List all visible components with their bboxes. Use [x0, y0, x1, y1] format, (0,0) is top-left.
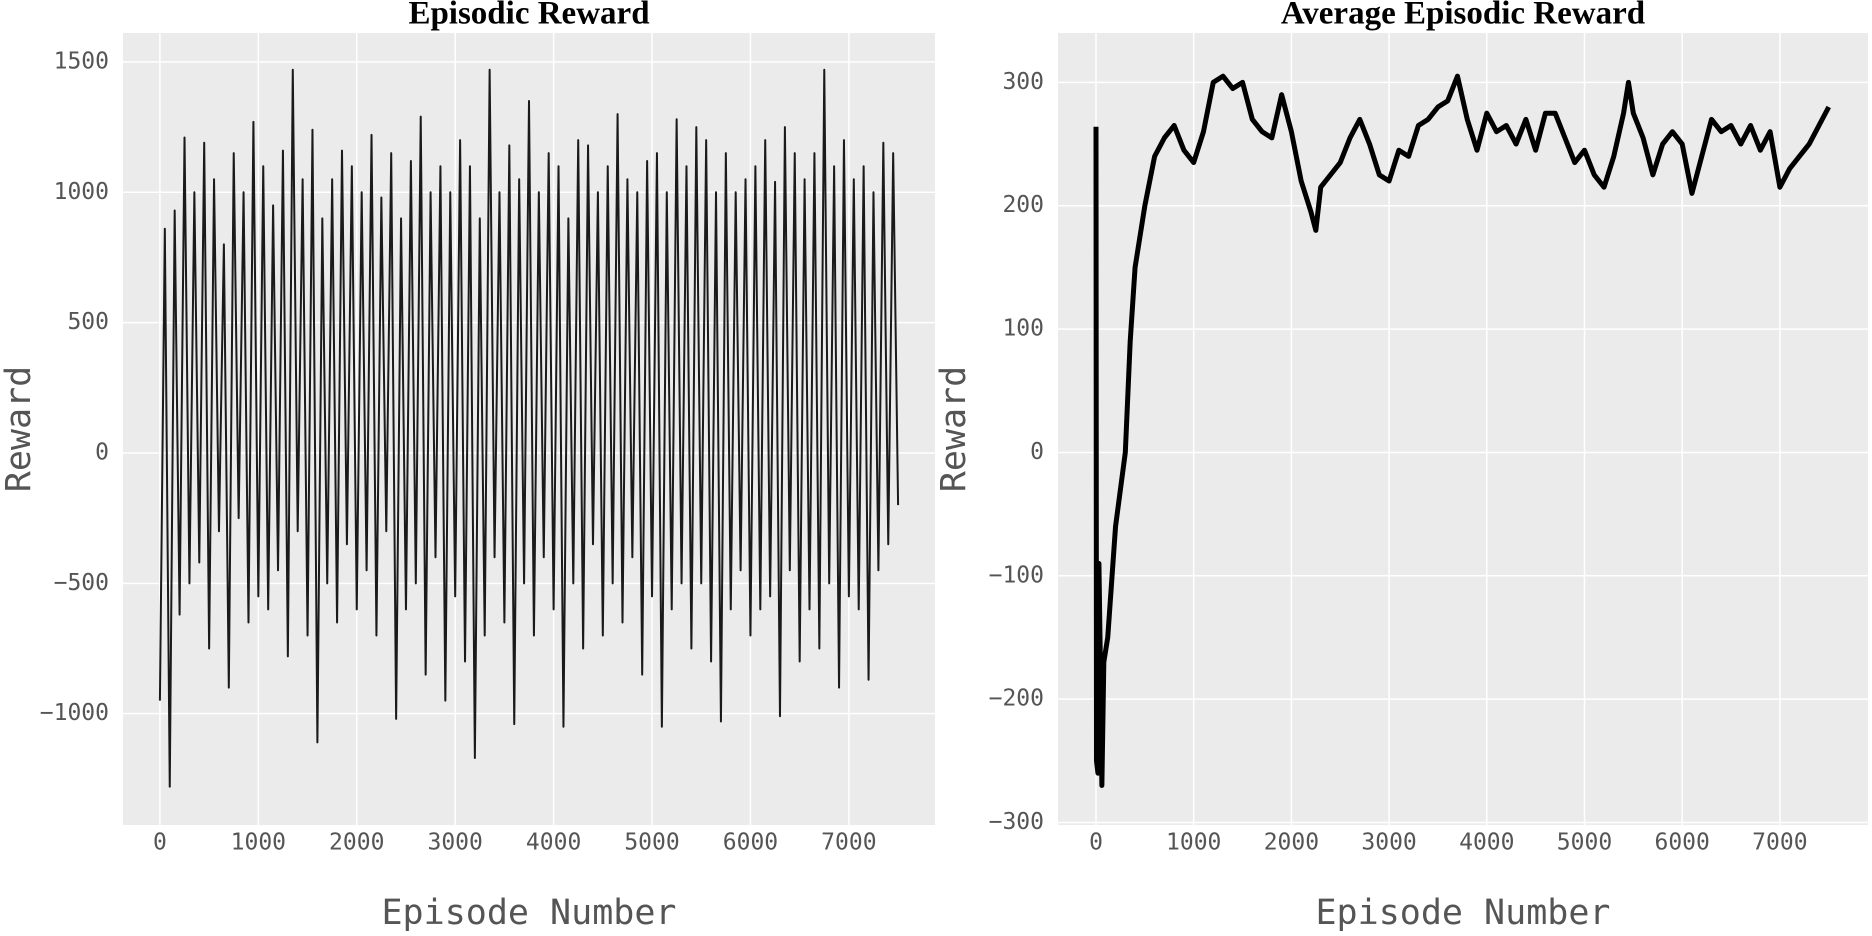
x-tick-label: 3000 — [1361, 830, 1416, 856]
y-tick-label: 1500 — [54, 48, 109, 74]
x-tick-label: 1000 — [1166, 830, 1221, 856]
y-tick-label: −300 — [989, 809, 1044, 835]
y-tick-label: 200 — [1002, 192, 1044, 218]
x-tick-label: 7000 — [821, 830, 876, 856]
y-tick-label: 300 — [1002, 69, 1044, 95]
x-axis-label: Episode Number — [381, 893, 676, 933]
x-tick-label: 6000 — [723, 830, 778, 856]
x-tick-label: 6000 — [1654, 830, 1709, 856]
x-tick-label: 4000 — [526, 830, 581, 856]
y-tick-label: −100 — [989, 562, 1044, 588]
x-tick-label: 3000 — [427, 830, 482, 856]
y-tick-label: 0 — [95, 439, 109, 465]
y-tick-label: −1000 — [40, 700, 109, 726]
y-tick-label: 100 — [1002, 316, 1044, 342]
y-tick-label: −500 — [54, 570, 109, 596]
x-tick-label: 2000 — [1264, 830, 1319, 856]
x-tick-label: 0 — [153, 830, 167, 856]
x-tick-label: 2000 — [329, 830, 384, 856]
x-tick-label: 5000 — [1557, 830, 1612, 856]
y-tick-label: 500 — [67, 309, 109, 335]
x-axis-label: Episode Number — [1315, 893, 1610, 933]
x-tick-label: 5000 — [624, 830, 679, 856]
line — [158, 68, 900, 788]
y-tick-label: 1000 — [54, 179, 109, 205]
chart-title: Episodic Reward — [408, 0, 649, 32]
x-tick-label: 4000 — [1459, 830, 1514, 856]
y-tick-label: −200 — [989, 686, 1044, 712]
line — [1093, 73, 1831, 789]
y-axis-label: Reward — [934, 366, 974, 492]
chart-title: Average Episodic Reward — [1281, 0, 1645, 32]
y-axis-label: Reward — [0, 366, 39, 492]
plot-area — [1058, 33, 1868, 825]
y-tick-label: 0 — [1030, 439, 1044, 465]
x-tick-label: 0 — [1089, 830, 1103, 856]
x-tick-label: 7000 — [1752, 830, 1807, 856]
x-tick-label: 1000 — [231, 830, 286, 856]
